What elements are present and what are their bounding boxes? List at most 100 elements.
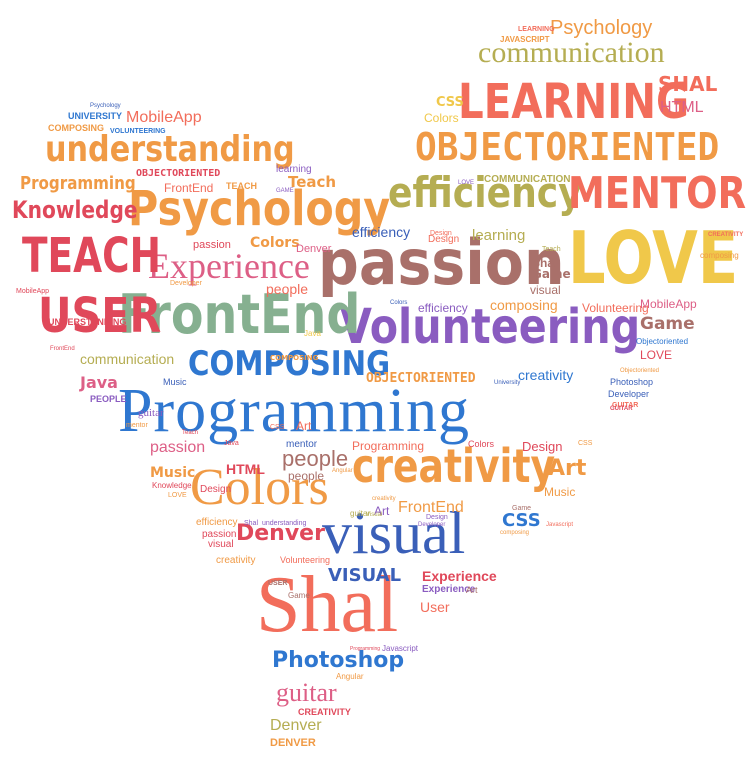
word-volunteering-small2: Volunteering — [280, 555, 331, 565]
word-photoshop-small: Photoshop — [610, 377, 654, 387]
word-teach-large: TEACH — [22, 228, 161, 284]
word-developer-right: Developer — [418, 522, 446, 528]
word-shal-main: Shal — [256, 561, 399, 649]
word-efficiency-mid2: efficiency — [418, 301, 468, 315]
word-passion-small: passion — [193, 239, 231, 251]
word-mobileapp-top: MobileApp — [126, 109, 202, 126]
word-mobileapp-small: MobileApp — [16, 288, 50, 295]
word-efficiency-large: efficiency — [388, 168, 582, 217]
word-people-small: people — [266, 281, 309, 297]
word-user-large: USER — [38, 288, 162, 344]
word-volunteering-mid: Volunteering — [582, 301, 649, 315]
word-angular: Angular — [336, 672, 364, 681]
word-developer-left: Developer — [170, 280, 202, 287]
word-user-mid: User — [420, 599, 450, 615]
word-psychology-top: Psychology — [550, 17, 653, 39]
word-teach-right: Teach — [542, 246, 561, 253]
word-people-left: PEOPLE — [90, 394, 127, 404]
word-art-small: Art — [374, 504, 390, 518]
word-java-small: Java — [304, 329, 321, 338]
word-learning-small: learning — [276, 164, 312, 175]
word-programming-tiny: Programming — [350, 646, 381, 652]
word-creativity-mid: creativity — [216, 555, 256, 566]
word-design-right: Design — [426, 514, 448, 521]
word-colors-top: Colors — [424, 111, 459, 125]
word-mentor-left: mentor — [126, 422, 148, 429]
word-mentor-small: mentor — [286, 439, 318, 450]
word-creativity-right: CREATIVITY — [708, 232, 744, 238]
word-communication-mid: communication — [80, 351, 175, 367]
word-objectoriented-small: OBJECTORIENTED — [136, 168, 221, 179]
word-visual-right: visual — [530, 283, 561, 297]
word-music-small: Music — [163, 377, 187, 387]
word-javascript-small: Javascript — [382, 644, 419, 653]
word-volunteering-small: VOLUNTEERING — [110, 128, 166, 135]
word-creativity-small: creativity — [518, 367, 574, 383]
word-developer-small: Developer — [608, 389, 650, 399]
word-guitar-right: GUITAR — [612, 402, 639, 409]
word-love-main: LOVE — [568, 216, 739, 300]
word-composing-small: COMPOSING — [48, 123, 105, 133]
word-love-tiny: LOVE — [168, 492, 187, 499]
word-learning-small-top: LEARNING — [518, 26, 555, 33]
word-shal-small: Shal — [532, 256, 558, 270]
word-game-mid: Game — [532, 267, 571, 281]
word-css-top: CSS — [436, 95, 464, 110]
word-programming-mid: Programming — [352, 439, 425, 453]
word-denver-bottom: Denver — [270, 717, 322, 734]
word-guitar-mid: guitar — [276, 678, 337, 707]
word-visual-tiny: Visual — [366, 512, 383, 518]
word-experience-large: Experience — [148, 246, 310, 286]
word-understanding-tiny: understanding — [262, 520, 307, 527]
word-volunteering-main: Volunteering — [340, 299, 641, 355]
word-efficiency-mid: efficiency — [196, 517, 238, 528]
word-visual-small: visual — [208, 539, 234, 550]
word-design-mid: Design — [522, 439, 563, 454]
word-denver-small: Denver — [296, 243, 332, 255]
word-teach-medium: Teach — [288, 173, 337, 191]
word-objectoriented-large: OBJECTORIENTED — [415, 125, 720, 169]
word-guitar-left: guitar — [138, 407, 164, 419]
word-objectoriented-tiny: Objectoriented — [620, 368, 660, 374]
word-creativity-tiny: creativity — [372, 496, 396, 502]
word-passion-main: passion — [318, 226, 565, 299]
word-passion-mid2: passion — [202, 529, 237, 540]
word-guitar-tiny: GUITAR — [610, 406, 633, 412]
word-art-left: Art — [296, 419, 312, 433]
word-visual-mid: VISUAL — [328, 565, 402, 586]
word-composing-mid: composing — [490, 297, 558, 313]
word-css-small2: CSS — [270, 424, 285, 431]
word-shal-tiny: Shal — [244, 520, 259, 527]
word-composing-right: composing — [700, 251, 739, 260]
word-frontend-tiny: FrontEnd — [50, 346, 75, 352]
word-experience-mid: Experience — [422, 568, 497, 584]
word-art-mid: Art — [548, 456, 587, 481]
word-teach-tiny: Teach — [182, 430, 199, 436]
word-html-mid: HTML — [226, 461, 265, 477]
word-art-tiny: Game — [512, 505, 532, 512]
word-frontend-small: FrontEnd — [164, 181, 214, 195]
word-java-right: Music — [544, 485, 576, 499]
word-understanding-large: understanding — [45, 129, 295, 170]
word-frontend-mid: FrontEnd — [398, 499, 464, 516]
word-javascript-top: JAVASCRIPT — [500, 35, 550, 44]
word-psychology-small: Psychology — [90, 103, 121, 109]
word-composing-tiny: composing — [500, 530, 530, 536]
word-frontend-main: FrontEnd — [118, 283, 361, 346]
word-photoshop-mid: Photoshop — [272, 648, 405, 673]
word-user-small: USER — [268, 580, 288, 587]
word-learning-large: LEARNING — [458, 74, 690, 130]
word-visual-main: visual — [322, 500, 466, 566]
word-love-small-top: LOVE — [458, 180, 475, 186]
word-objectoriented-mid: OBJECTORIENTED — [366, 371, 476, 386]
word-design-small: Design — [428, 234, 460, 245]
word-css-small: CSS — [578, 440, 593, 447]
word-design-tiny: Design — [430, 230, 452, 237]
word-university: UNIVERSITY — [68, 111, 123, 121]
word-music-left: Music — [150, 465, 196, 481]
word-denver-caps: DENVER — [270, 737, 316, 749]
word-game-small: Game — [288, 591, 310, 600]
word-game-right: Game — [640, 314, 695, 334]
word-colors-large: Colors — [190, 459, 329, 516]
word-shal-top: SHAL — [658, 72, 718, 96]
